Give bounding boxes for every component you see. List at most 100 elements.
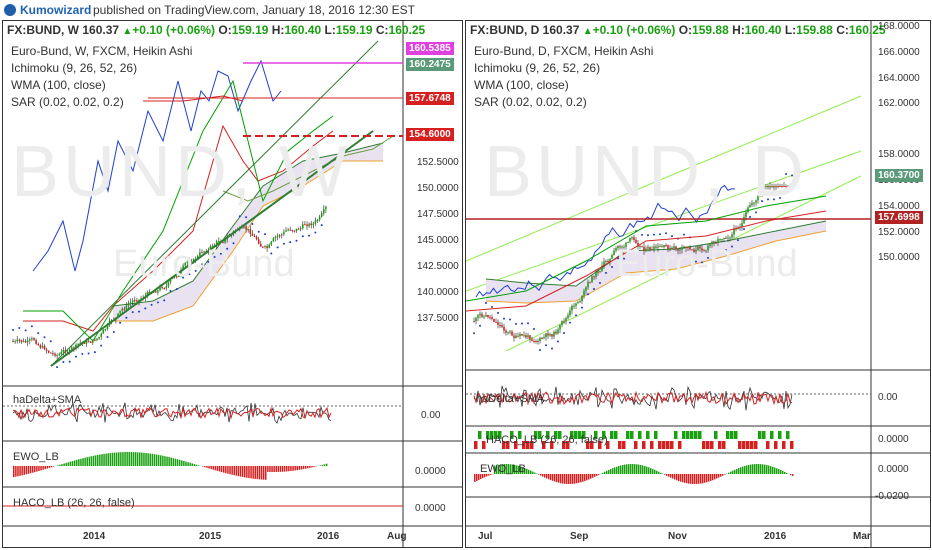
ewo-bar [666, 474, 668, 476]
haco-block [638, 431, 642, 439]
sub1-label[interactable]: haDelta+SMA [13, 394, 82, 406]
legend-ichimoku[interactable]: Ichimoku (9, 26, 52, 26) [474, 61, 601, 75]
ewo-bar [714, 474, 716, 480]
haco-block [762, 431, 766, 439]
published-text: published on TradingView.com, January 18… [93, 3, 415, 17]
legend-ichimoku[interactable]: Ichimoku (9, 26, 52, 26) [11, 61, 138, 75]
ewo-bar [202, 466, 204, 467]
candle-body [761, 189, 763, 194]
ewo-bar [239, 466, 242, 477]
candle-body [308, 223, 310, 227]
ewo-bar [160, 455, 162, 466]
legend-series[interactable]: Euro-Bund, W, FXCM, Heikin Ashi [11, 44, 193, 58]
ewo-bar [185, 461, 187, 466]
haco-block [522, 441, 526, 449]
daily-chart-canvas[interactable] [466, 21, 930, 547]
legend-sar[interactable]: SAR (0.02, 0.02, 0.2) [11, 95, 124, 109]
candle-body [314, 220, 317, 224]
candle-body [561, 320, 563, 326]
sar-dot [62, 361, 65, 364]
candle-body [591, 276, 593, 283]
candle-body [621, 246, 623, 248]
candle-body [146, 292, 149, 297]
ewo-bar [277, 466, 280, 472]
sar-dot [695, 260, 697, 263]
haco-block [518, 431, 522, 439]
legend-sar[interactable]: SAR (0.02, 0.02, 0.2) [474, 95, 587, 109]
sub3-label[interactable]: HACO_LB (26, 26, false) [13, 497, 135, 509]
sub2-label[interactable]: EWO_LB [13, 451, 59, 463]
ewo-bar [652, 468, 654, 474]
daily-chart-panel[interactable]: BUND, D Euro-Bund FX:BUND, D 160.37 ▲+0.… [465, 20, 931, 548]
ewo-bar [208, 466, 210, 469]
candle-body [325, 206, 327, 210]
haco-block [746, 441, 750, 449]
candle-body [619, 246, 621, 248]
sub3-label[interactable]: EWO_LB [480, 463, 526, 475]
candle-body [541, 338, 543, 340]
price-axis-label: 152.5000 [417, 157, 459, 168]
legend-wma[interactable]: WMA (100, close) [474, 78, 569, 92]
weekly-chart-panel[interactable]: BUND, W Euro-Bund FX:BUND, W 160.37 ▲+0.… [2, 20, 463, 548]
ewo-bar [128, 452, 130, 466]
candle-body [104, 328, 107, 330]
ewo-bar [111, 452, 114, 466]
sub2-label[interactable]: HACO_LB (26, 26, false) [486, 434, 608, 446]
haco-block [642, 441, 646, 449]
ewo-bar [126, 452, 128, 466]
ewo-bar [512, 464, 514, 474]
price-axis-label: 166.0000 [878, 46, 920, 58]
legend-series[interactable]: Euro-Bund, D, FXCM, Heikin Ashi [474, 44, 654, 58]
ewo-bar [174, 458, 177, 466]
ewo-bar [776, 468, 778, 474]
ewo-bar [97, 454, 99, 466]
candle-body [33, 338, 35, 341]
symbol-label[interactable]: FX:BUND, W [7, 23, 79, 37]
weekly-chart-canvas[interactable] [3, 21, 462, 547]
username-link[interactable]: Kumowizard [20, 3, 92, 17]
ewo-bar [588, 474, 590, 480]
ewo-bar [92, 455, 95, 466]
candle-body [579, 301, 581, 303]
ewo-bar [690, 474, 692, 484]
candle-body [743, 217, 745, 224]
candle-body [631, 237, 633, 239]
sar-dot [479, 324, 481, 327]
candle-body [525, 335, 527, 338]
sub2-axis-value: 0.0000 [415, 466, 446, 477]
candle-body [597, 271, 599, 273]
ewo-bar [610, 469, 612, 474]
candle-body [245, 226, 247, 230]
sar-dot [169, 290, 172, 293]
ewo-bar [730, 471, 732, 474]
ewo-bar [269, 466, 271, 472]
ewo-bar [552, 474, 554, 481]
haco-block [662, 441, 666, 449]
symbol-label[interactable]: FX:BUND, D [470, 23, 540, 37]
ewo-bar [546, 474, 548, 479]
ewo-bar [696, 474, 698, 484]
ewo-bar [612, 468, 614, 474]
candle-body [765, 186, 767, 187]
candle-body [571, 305, 573, 311]
user-avatar-icon[interactable] [4, 4, 16, 16]
ewo-bar [90, 456, 93, 466]
ewo-bar [319, 465, 322, 466]
legend-wma[interactable]: WMA (100, close) [11, 78, 106, 92]
candle-body [585, 287, 587, 291]
ewo-bar [540, 474, 542, 476]
haco-block [618, 441, 622, 449]
candle-body [659, 246, 661, 248]
candle-body [623, 246, 625, 248]
candle-body [583, 290, 585, 296]
last-price: 160.37 [542, 23, 580, 37]
ewo-bar [688, 474, 690, 484]
ewo-bar [570, 474, 572, 484]
candle-body [575, 303, 577, 306]
ewo-bar [626, 464, 628, 474]
ewo-bar [290, 466, 292, 472]
candle-body [673, 246, 675, 249]
sar-dot [81, 353, 84, 356]
ewo-bar [686, 474, 688, 484]
sub1-label[interactable]: haDelta+SMA [476, 393, 545, 405]
